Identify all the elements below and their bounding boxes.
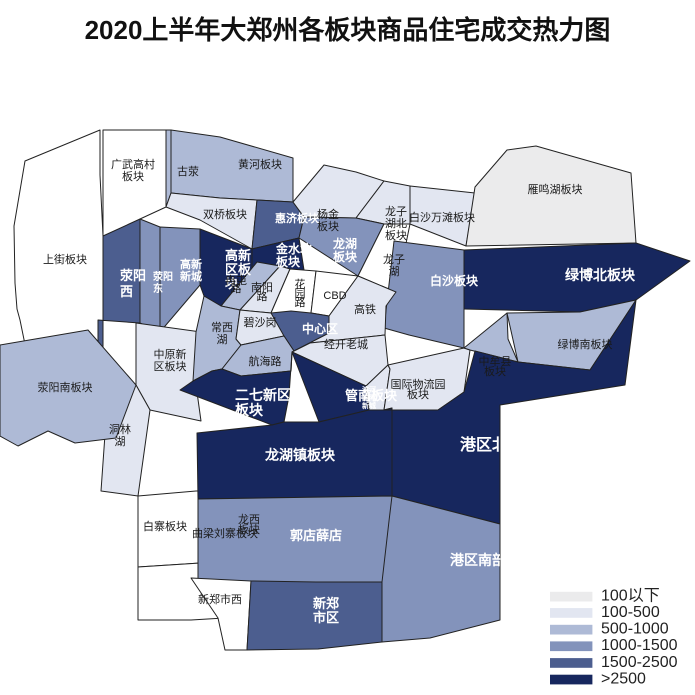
- svg-text:高铁: 高铁: [354, 302, 376, 316]
- svg-text:古荥: 古荥: [177, 164, 199, 178]
- svg-text:1500-2500: 1500-2500: [601, 654, 678, 671]
- svg-text:湖: 湖: [389, 265, 400, 278]
- svg-text:龙子: 龙子: [383, 253, 405, 266]
- svg-text:湖北: 湖北: [385, 217, 407, 230]
- svg-text:金水北: 金水北: [275, 241, 312, 256]
- svg-text:板块: 板块: [276, 254, 301, 269]
- svg-text:板块: 板块: [407, 387, 429, 401]
- svg-text:板块: 板块: [484, 364, 506, 378]
- svg-text:广武高村: 广武高村: [111, 157, 155, 171]
- svg-text:绿博南板块: 绿博南板块: [558, 337, 613, 351]
- svg-text:杨金: 杨金: [317, 207, 339, 221]
- svg-text:中原新: 中原新: [154, 347, 187, 361]
- svg-text:荥阳: 荥阳: [120, 268, 146, 283]
- svg-text:新城: 新城: [180, 269, 202, 283]
- svg-text:雁鸣湖板块: 雁鸣湖板块: [528, 182, 583, 196]
- svg-text:新郑市西: 新郑市西: [198, 592, 242, 606]
- svg-text:白沙万滩板块: 白沙万滩板块: [409, 210, 475, 224]
- svg-text:CBD: CBD: [323, 290, 346, 302]
- svg-text:路: 路: [295, 296, 306, 309]
- svg-text:高新: 高新: [180, 257, 202, 271]
- svg-text:龙湖镇板块: 龙湖镇板块: [264, 447, 336, 463]
- svg-text:区板块: 区板块: [154, 359, 187, 373]
- svg-text:管南板块: 管南板块: [345, 388, 398, 403]
- svg-text:板块: 板块: [317, 219, 339, 233]
- svg-text:二七新区: 二七新区: [235, 387, 291, 403]
- svg-text:港区南部: 港区南部: [450, 552, 506, 568]
- svg-text:1000-1500: 1000-1500: [601, 637, 678, 654]
- svg-text:白沙板块: 白沙板块: [430, 273, 479, 288]
- svg-text:碧沙岗: 碧沙岗: [244, 316, 277, 329]
- svg-text:惠济板块: 惠济板块: [275, 211, 320, 225]
- svg-text:新郑: 新郑: [313, 596, 339, 611]
- svg-text:曲梁刘寨板块: 曲梁刘寨板块: [192, 526, 258, 540]
- svg-text:中心区: 中心区: [302, 321, 338, 336]
- svg-text:洞林: 洞林: [109, 422, 131, 436]
- svg-text:湖: 湖: [217, 333, 228, 346]
- svg-text:路: 路: [257, 290, 268, 303]
- svg-text:双桥板块: 双桥板块: [203, 207, 247, 221]
- svg-text:市区: 市区: [313, 610, 339, 625]
- svg-text:板块: 板块: [333, 249, 358, 264]
- svg-text:常西: 常西: [211, 321, 233, 334]
- svg-text:湖: 湖: [115, 435, 126, 448]
- svg-text:>2500: >2500: [601, 670, 646, 687]
- svg-text:100-500: 100-500: [601, 604, 660, 621]
- svg-text:东: 东: [153, 282, 163, 295]
- svg-text:板块: 板块: [235, 402, 264, 418]
- svg-text:上街板块: 上街板块: [43, 252, 87, 266]
- svg-text:绿博北板块: 绿博北板块: [565, 267, 636, 283]
- svg-text:白寨板块: 白寨板块: [143, 519, 187, 533]
- svg-text:经开老城: 经开老城: [324, 338, 368, 351]
- svg-text:龙子: 龙子: [385, 205, 407, 218]
- svg-text:板块: 板块: [385, 228, 407, 242]
- svg-text:路: 路: [231, 282, 242, 295]
- svg-text:港区北部: 港区北部: [460, 435, 524, 454]
- svg-text:黄河板块: 黄河板块: [238, 157, 282, 171]
- svg-text:高新: 高新: [225, 248, 251, 263]
- svg-text:500-1000: 500-1000: [601, 621, 669, 638]
- svg-text:西: 西: [120, 284, 133, 299]
- svg-text:龙湖: 龙湖: [333, 236, 357, 251]
- svg-text:航海路: 航海路: [249, 354, 282, 368]
- svg-text:郭店薛店: 郭店薛店: [290, 528, 342, 543]
- svg-text:板块: 板块: [122, 169, 144, 183]
- svg-text:100以下: 100以下: [601, 588, 660, 605]
- svg-text:荥阳: 荥阳: [153, 270, 173, 283]
- svg-text:荥阳南板块: 荥阳南板块: [38, 380, 93, 394]
